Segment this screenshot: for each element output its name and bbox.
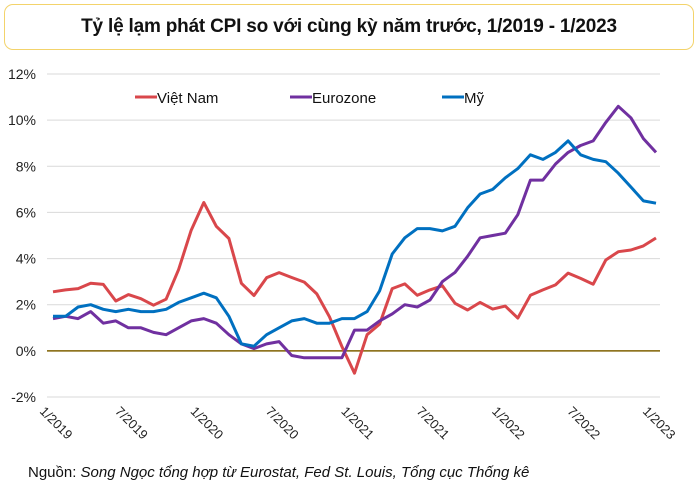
series-line-eurozone [52, 104, 658, 360]
x-tick-label: 7/2019 [112, 404, 151, 443]
y-tick-label: 0% [16, 343, 36, 359]
y-tick-label: 10% [8, 112, 36, 128]
legend: Việt Nam Eurozone Mỹ [135, 90, 484, 107]
y-tick-label: 4% [16, 251, 36, 267]
series-lines [52, 104, 658, 375]
series-line-usa [53, 139, 657, 348]
chart-title-box: Tỷ lệ lạm phát CPI so với cùng kỳ năm tr… [4, 4, 694, 50]
y-tick-label: 8% [16, 158, 36, 174]
y-tick-label: -2% [11, 389, 36, 405]
source-note: Nguồn: Song Ngọc tổng hợp từ Eurostat, F… [28, 464, 529, 481]
x-tick-label: 7/2021 [414, 404, 453, 443]
source-text: Song Ngọc tổng hợp từ Eurostat, Fed St. … [80, 464, 530, 481]
x-tick-label: 1/2020 [188, 404, 227, 443]
legend-label: Mỹ [464, 90, 484, 107]
gridlines [47, 73, 660, 398]
series-line-vietnam [52, 201, 657, 375]
x-tick-label: 1/2021 [338, 404, 377, 443]
y-tick-label: 6% [16, 204, 36, 220]
legend-label: Việt Nam [157, 90, 218, 107]
x-tick-label: 7/2020 [263, 404, 302, 443]
x-tick-label: 7/2022 [565, 404, 604, 443]
x-axis-ticks: 1/2019 7/2019 1/2020 7/2020 1/2021 7/2021 1/20… [37, 404, 679, 443]
y-tick-label: 2% [16, 297, 36, 313]
chart-title: Tỷ lệ lạm phát CPI so với cùng kỳ năm tr… [81, 16, 617, 37]
x-tick-label: 1/2023 [640, 404, 679, 443]
x-tick-label: 1/2022 [489, 404, 528, 443]
y-axis-ticks: -2% 0% 2% 4% 6% 8% 10% 12% [8, 66, 36, 405]
legend-label: Eurozone [312, 90, 376, 107]
source-label: Nguồn: [28, 464, 77, 481]
x-tick-label: 1/2019 [37, 404, 76, 443]
y-tick-label: 12% [8, 66, 36, 82]
